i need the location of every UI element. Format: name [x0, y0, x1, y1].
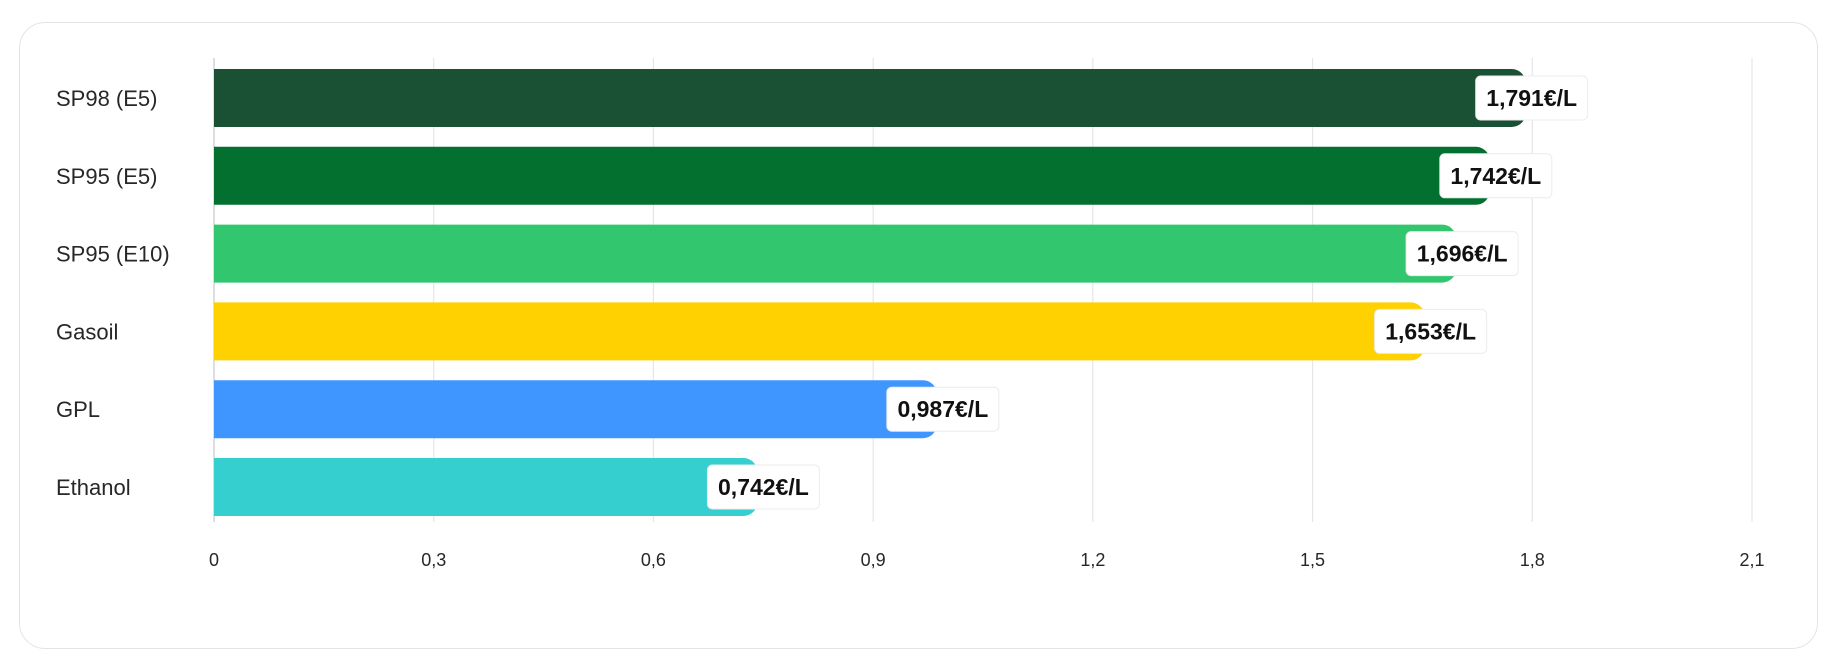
bar	[214, 224, 1457, 283]
data-label: 1,791€/L	[1486, 85, 1577, 111]
bar	[214, 146, 1490, 205]
x-tick-label: 0,6	[641, 550, 666, 570]
data-label: 1,696€/L	[1417, 241, 1508, 267]
bar	[214, 380, 937, 439]
bar	[214, 69, 1526, 127]
bar	[214, 302, 1425, 361]
data-label-box	[886, 386, 1000, 432]
x-tick-label: 1,2	[1080, 550, 1105, 570]
data-label-box	[1439, 153, 1553, 199]
data-label: 0,742€/L	[718, 474, 809, 500]
x-tick-label: 1,5	[1300, 550, 1325, 570]
data-label: 0,987€/L	[897, 396, 988, 422]
category-label: SP98 (E5)	[56, 86, 158, 111]
data-label: 1,742€/L	[1450, 163, 1541, 189]
data-label: 1,653€/L	[1385, 318, 1476, 344]
data-label-box	[706, 464, 820, 510]
category-label: Ethanol	[56, 475, 131, 500]
x-tick-label: 1,8	[1520, 550, 1545, 570]
category-label: Gasoil	[56, 319, 118, 344]
data-label-box	[1475, 75, 1589, 121]
category-label: GPL	[56, 397, 100, 422]
data-label-box	[1405, 231, 1519, 277]
data-label-box	[1374, 308, 1488, 354]
category-label: SP95 (E10)	[56, 242, 170, 267]
category-label: SP95 (E5)	[56, 164, 158, 189]
x-tick-label: 0,9	[861, 550, 886, 570]
bar	[214, 458, 758, 516]
x-tick-label: 2,1	[1739, 550, 1764, 570]
x-tick-label: 0,3	[421, 550, 446, 570]
x-tick-label: 0	[209, 550, 219, 570]
